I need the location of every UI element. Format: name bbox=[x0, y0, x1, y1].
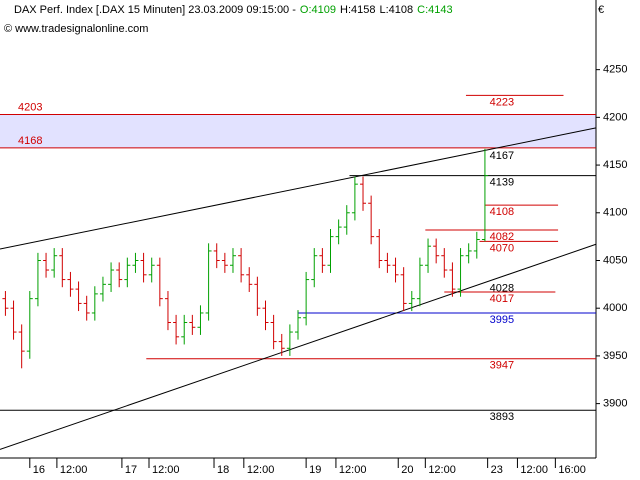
trendline bbox=[0, 243, 597, 450]
level-label: 4168 bbox=[18, 135, 42, 147]
x-tick-label: 12:00 bbox=[152, 464, 180, 476]
y-tick-label: 4000 bbox=[603, 302, 627, 314]
y-tick-label: 4050 bbox=[603, 254, 627, 266]
quote: H:4158 bbox=[340, 4, 375, 16]
x-tick-label: 23 bbox=[491, 464, 503, 476]
level-label: 4082 bbox=[490, 231, 514, 243]
band bbox=[0, 114, 596, 148]
level-label: 4167 bbox=[490, 150, 514, 162]
currency: € bbox=[598, 4, 604, 16]
x-tick-label: 12:00 bbox=[247, 464, 275, 476]
y-tick-label: 3950 bbox=[603, 350, 627, 362]
level-label: 3893 bbox=[490, 411, 514, 423]
level-label: 4028 bbox=[490, 282, 514, 294]
x-tick-label: 12:00 bbox=[339, 464, 367, 476]
level-label: 4203 bbox=[18, 101, 42, 113]
quote: O:4109 bbox=[300, 4, 336, 16]
level-label: 4017 bbox=[490, 293, 514, 305]
level-label: 3947 bbox=[490, 360, 514, 372]
x-tick-label: 19 bbox=[309, 464, 321, 476]
chart-title: DAX Perf. Index [.DAX 15 Minuten] 23.03.… bbox=[14, 4, 296, 16]
quote: C:4143 bbox=[417, 4, 452, 16]
trendline bbox=[0, 127, 597, 250]
x-tick-label: 20 bbox=[401, 464, 413, 476]
y-tick-label: 4100 bbox=[603, 207, 627, 219]
quote: L:4108 bbox=[379, 4, 413, 16]
x-tick-label: 12:00 bbox=[60, 464, 88, 476]
y-tick-label: 4200 bbox=[603, 111, 627, 123]
level-label: 4070 bbox=[490, 242, 514, 254]
x-tick-label: 16:00 bbox=[558, 464, 586, 476]
source: © www.tradesignalonline.com bbox=[4, 23, 148, 35]
x-tick-label: 12:00 bbox=[520, 464, 548, 476]
x-tick-label: 12:00 bbox=[428, 464, 456, 476]
x-tick-label: 18 bbox=[217, 464, 229, 476]
level-label: 4139 bbox=[490, 176, 514, 188]
y-tick-label: 4250 bbox=[603, 64, 627, 76]
y-tick-label: 4150 bbox=[603, 159, 627, 171]
level-label: 4108 bbox=[490, 206, 514, 218]
x-tick-label: 17 bbox=[125, 464, 137, 476]
level-label: 4223 bbox=[490, 96, 514, 108]
level-label: 3995 bbox=[490, 314, 514, 326]
y-tick-label: 3900 bbox=[603, 398, 627, 410]
x-tick-label: 16 bbox=[33, 464, 45, 476]
